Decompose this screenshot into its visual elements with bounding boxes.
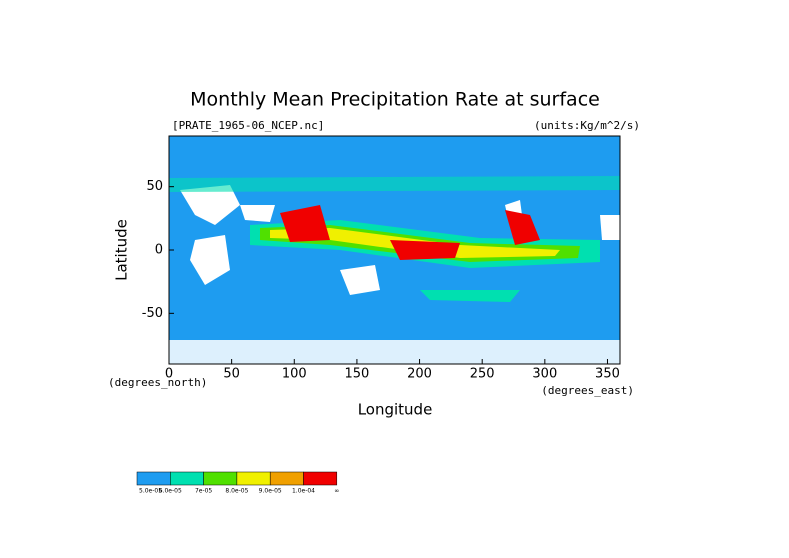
x-tick-label: 100 [282,367,307,382]
subtitle-right: (units:Kg/m^2/s) [534,119,640,132]
x-tick-label: 250 [470,367,495,382]
x-axis-label: Longitude [358,401,433,419]
x-unit: (degrees_east) [541,384,634,397]
colorbar-box [303,471,338,486]
field-patterns [169,176,620,364]
colorbar-label: 5.0e-05 [139,488,162,495]
colorbar-box [136,471,171,486]
y-unit: (degrees_north) [108,376,207,389]
y-tick-label: 0 [155,243,163,258]
plot-area [168,135,621,365]
x-tick-label: 300 [532,367,557,382]
colorbar-box [236,471,271,486]
colorbar-box [203,471,238,486]
x-tick-label: 200 [407,367,432,382]
colorbar-label: 8.0e-05 [225,488,248,495]
y-tick-label: -50 [142,306,163,321]
colorbar-label: 1.0e-04 [292,488,315,495]
x-tick-label: 0 [165,367,173,382]
colorbar-label: 6.0e-05 [159,488,182,495]
colorbar-box [170,471,204,486]
colorbar: 5.0e-056.0e-05 7e-05 8.0e-05 9.0e-05 1.0e-04… [136,471,339,495]
colorbar-label: ∞ [334,488,339,495]
y-tick-label: 50 [146,179,163,194]
colorbar-box [269,471,304,486]
x-tick-label: 350 [595,367,620,382]
chart-title: Monthly Mean Precipitation Rate at surfa… [190,89,600,111]
subtitle-left: [PRATE_1965-06_NCEP.nc] [172,119,324,132]
x-tick-label: 150 [345,367,370,382]
x-tick-label: 50 [223,367,240,382]
y-axis-label: Latitude [113,219,131,281]
colorbar-label: 7e-05 [195,488,212,495]
colorbar-label: 9.0e-05 [259,488,282,495]
